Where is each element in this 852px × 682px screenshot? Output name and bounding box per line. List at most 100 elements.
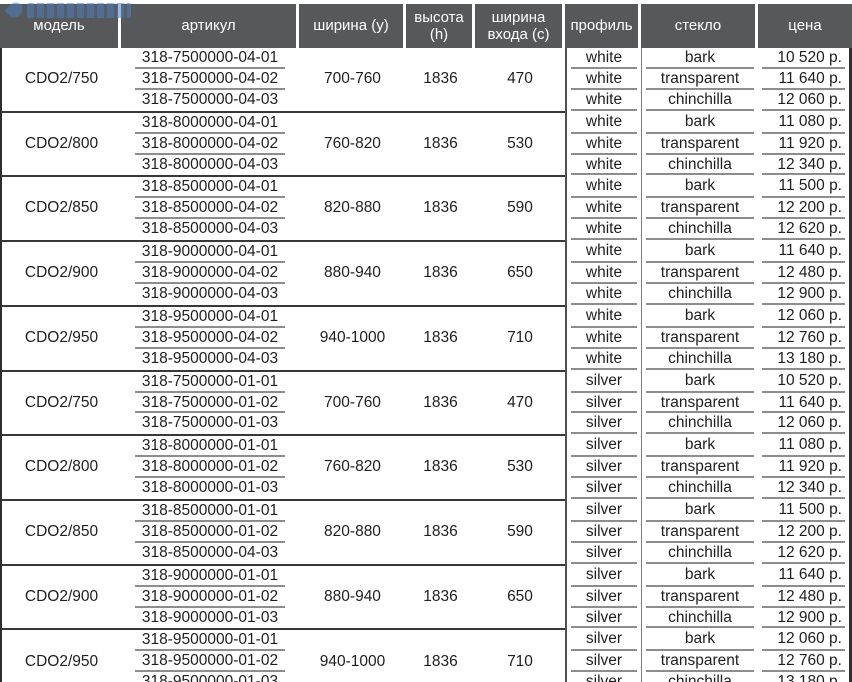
glass-cell: transparent [641, 198, 758, 220]
entrance-cell: 530 [475, 434, 565, 499]
price-cell: 12 760 р. [758, 651, 852, 673]
entrance-cell: 530 [475, 110, 565, 176]
article-cell: 318-9000000-04-01 [121, 240, 299, 263]
table-row: 318-7500000-01-02 silver transparent 11 640… [0, 392, 852, 414]
height-cell: 1836 [406, 369, 475, 435]
table-row: 318-8500000-04-03 silver chinchilla 12 620 … [0, 542, 852, 564]
article-cell: 318-8000000-04-03 [141, 155, 279, 173]
article-cell: 318-8500000-04-02 [121, 198, 299, 220]
profile-cell: silver [565, 563, 641, 587]
height-cell: 1836 [406, 240, 475, 305]
article-cell: 318-9000000-01-02 [121, 587, 299, 608]
price-cell: 12 900 р. [758, 607, 852, 629]
article-cell: 318-8500000-01-01 [121, 499, 299, 522]
price-cell: 12 760 р. [758, 327, 852, 349]
table-row: CDO2/800 318-8000000-01-01 760-820 1836 530 s… [0, 434, 852, 500]
price-cell: 12 480 р. [758, 263, 852, 284]
column-header-glass: стекло [641, 4, 758, 48]
article-cell: 318-9000000-01-03 [141, 608, 279, 626]
glass-cell: bark [641, 48, 758, 69]
glass-cell: bark [641, 240, 758, 264]
article-cell: 318-7500000-04-01 [121, 48, 299, 69]
article-cell: 318-8000000-01-02 [121, 457, 299, 479]
glass-cell: chinchilla [641, 542, 758, 564]
glass-cell: bark [641, 434, 758, 458]
price-cell: 11 500 р. [758, 175, 852, 199]
entrance-cell: 710 [475, 628, 565, 682]
profile-cell: white [565, 89, 641, 111]
entrance-cell: 470 [507, 69, 533, 87]
height-cell: 1836 [406, 563, 475, 629]
price-cell: 13 180 р. [758, 348, 852, 370]
height-cell: 1836 [423, 69, 458, 87]
table-row: 318-8500000-04-02 white transparent 12 200 … [0, 198, 852, 220]
model-cell: CDO2/800 [0, 434, 121, 500]
model-cell: CDO2/900 [0, 563, 121, 629]
table-row: CDO2/850 318-8500000-04-01 820-880 1836 590 w… [0, 175, 852, 241]
height-cell: 1836 [406, 499, 475, 564]
glass-cell: chinchilla [641, 283, 758, 305]
glass-cell: chinchilla [641, 413, 758, 435]
width-cell: 700-760 [324, 69, 381, 87]
width-cell: 760-820 [299, 110, 406, 176]
price-cell: 11 500 р. [758, 499, 852, 522]
profile-cell: white [565, 263, 641, 284]
glass-cell: bark [641, 628, 758, 652]
width-cell: 880-940 [299, 240, 406, 305]
profile-cell: white [565, 133, 641, 155]
table-row: 318-9500000-01-02 silver transparent 12 760… [0, 651, 852, 673]
glass-cell: transparent [641, 651, 758, 673]
profile-cell: white [565, 219, 641, 241]
profile-cell: silver [565, 392, 641, 414]
profile-cell: silver [565, 542, 641, 564]
price-cell: 12 200 р. [758, 198, 852, 220]
model-cell: CDO2/900 [0, 240, 121, 305]
height-cell: 1836 [406, 110, 475, 176]
table-row: 318-9000000-04-03 white chinchilla 12 900 р… [0, 283, 852, 305]
article-cell: 318-9500000-01-02 [121, 651, 299, 673]
article-cell: 318-8000000-04-02 [121, 134, 299, 155]
article-cell: 318-7500000-04-03 [141, 90, 279, 108]
profile-cell: silver [565, 586, 641, 608]
table-row: CDO2/750 318-7500000-04-01 700-760 1836 470 w… [0, 48, 852, 111]
price-table: модель артикул ширина (y) высота (h) шир… [0, 4, 852, 682]
article-cell: 318-7500000-04-02 [121, 69, 299, 90]
profile-cell: white [565, 175, 641, 199]
price-cell: 11 920 р. [758, 133, 852, 155]
table-row: 318-8000000-04-03 white chinchilla 12 340 р… [0, 154, 852, 176]
glass-cell: bark [641, 175, 758, 199]
table-row: 318-8000000-04-02 white transparent 11 920 … [0, 133, 852, 155]
table-row: 318-8000000-01-03 silver chinchilla 12 340 … [0, 478, 852, 500]
table-row: 318-9000000-01-03 silver chinchilla 12 900 … [0, 607, 852, 629]
article-cell: 318-9500000-04-02 [121, 328, 299, 349]
article-cell: 318-9500000-04-01 [121, 304, 299, 328]
height-cell: 1836 [406, 175, 475, 240]
article-cell: 318-8500000-04-03 [141, 220, 279, 238]
width-cell: 700-760 [299, 369, 406, 435]
article-cell: 318-9500000-04-03 [141, 349, 279, 367]
price-cell: 10 520 р. [758, 48, 852, 69]
price-cell: 12 340 р. [758, 154, 852, 176]
model-cell: CDO2/850 [0, 175, 121, 241]
article-cell: 318-8500000-04-01 [121, 175, 299, 199]
glass-cell: chinchilla [641, 672, 758, 682]
column-header-entrance: ширина входа (c) [475, 4, 565, 48]
model-cell: CDO2/950 [0, 304, 121, 370]
profile-cell: white [565, 348, 641, 370]
glass-cell: transparent [641, 586, 758, 608]
table-row: 318-9500000-04-03 white chinchilla 13 180 р… [0, 348, 852, 370]
table-row: 318-7500000-04-03 white chinchilla 12 060 р… [0, 89, 852, 111]
height-cell: 1836 [406, 434, 475, 499]
price-cell: 11 080 р. [758, 434, 852, 458]
table-row: CDO2/900 318-9000000-01-01 880-940 1836 650 s… [0, 563, 852, 629]
width-cell: 760-820 [299, 434, 406, 499]
entrance-cell: 590 [475, 499, 565, 564]
glass-cell: transparent [641, 68, 758, 90]
article-cell: 318-8000000-01-01 [121, 434, 299, 458]
table-row: 318-8500000-01-02 silver transparent 12 200… [0, 521, 852, 543]
table-row: 318-7500000-04-02 white transparent 11 640 … [0, 68, 852, 90]
width-cell: 940-1000 [299, 628, 406, 682]
price-cell: 12 900 р. [758, 283, 852, 305]
profile-cell: silver [565, 457, 641, 479]
profile-cell: silver [565, 628, 641, 652]
